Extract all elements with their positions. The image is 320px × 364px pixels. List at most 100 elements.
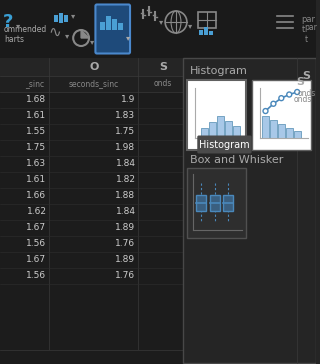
Bar (233, 126, 240, 138)
Text: 1.67: 1.67 (26, 256, 46, 265)
Bar (0, 0, 316, 58)
Bar (0, 188, 188, 204)
Text: seconds_sinc: seconds_sinc (69, 79, 119, 88)
Bar (0, 236, 188, 252)
Text: ▾: ▾ (71, 12, 75, 20)
Text: 1.75: 1.75 (115, 127, 135, 136)
Bar (294, 131, 300, 138)
Text: ?: ? (3, 13, 13, 31)
Text: par: par (305, 24, 317, 32)
Bar (0, 252, 188, 268)
Text: onds: onds (154, 79, 172, 88)
Bar (0, 220, 188, 236)
Bar (0, 140, 188, 156)
Text: 1.95: 1.95 (191, 352, 211, 361)
Text: 1.82: 1.82 (116, 175, 135, 185)
Bar (209, 31, 212, 35)
Text: 1.83: 1.83 (115, 111, 135, 120)
Circle shape (279, 96, 284, 101)
Bar (196, 195, 206, 211)
Bar (270, 120, 277, 138)
Text: t: t (305, 36, 308, 44)
Text: par: par (301, 16, 316, 24)
Text: onds: onds (293, 95, 312, 104)
Bar (0, 58, 188, 76)
Bar (0, 268, 188, 284)
Text: ∿: ∿ (48, 24, 61, 40)
Bar (0, 156, 188, 172)
Bar (100, 22, 105, 30)
Circle shape (263, 108, 268, 114)
Text: S: S (159, 62, 167, 72)
Bar (199, 30, 203, 35)
Text: 1.76: 1.76 (115, 240, 135, 249)
Bar (278, 124, 285, 138)
Text: 1.88: 1.88 (115, 191, 135, 201)
Text: S: S (302, 71, 310, 81)
Text: 1.55: 1.55 (26, 127, 46, 136)
Text: 1.62: 1.62 (27, 207, 46, 217)
Bar (183, 58, 316, 363)
Bar (59, 13, 63, 23)
Text: 1.89: 1.89 (115, 256, 135, 265)
Bar (0, 124, 188, 140)
Text: ▾: ▾ (188, 21, 192, 31)
Bar (217, 116, 224, 138)
Bar (187, 80, 246, 150)
Bar (0, 204, 188, 220)
Text: harts: harts (4, 36, 24, 44)
Bar (210, 195, 220, 211)
Text: 2.32: 2.32 (273, 352, 293, 361)
FancyBboxPatch shape (95, 4, 130, 54)
Bar (225, 121, 232, 138)
Text: ommended: ommended (4, 25, 47, 35)
Bar (204, 27, 208, 35)
Bar (0, 92, 188, 108)
Text: 1.76: 1.76 (115, 272, 135, 281)
Text: ▾: ▾ (65, 32, 69, 40)
Bar (0, 350, 316, 364)
Bar (0, 108, 188, 124)
Text: ▾: ▾ (126, 33, 131, 43)
Text: 1.61: 1.61 (26, 111, 46, 120)
Text: Box and Whisker: Box and Whisker (190, 155, 283, 165)
Bar (112, 19, 117, 30)
Text: 1.68: 1.68 (26, 95, 46, 104)
Text: ▾: ▾ (90, 37, 94, 47)
Text: 1.56: 1.56 (26, 272, 46, 281)
Bar (209, 122, 216, 138)
Bar (223, 195, 233, 211)
Text: 1.75: 1.75 (26, 143, 46, 153)
Circle shape (287, 92, 292, 97)
Bar (0, 76, 188, 92)
Text: 2.14: 2.14 (228, 352, 247, 361)
Bar (64, 15, 68, 22)
Text: 1.67: 1.67 (26, 223, 46, 233)
Text: 1.9: 1.9 (121, 95, 135, 104)
Text: 1.63: 1.63 (26, 159, 46, 169)
Text: 1.61: 1.61 (26, 175, 46, 185)
Text: _sinc: _sinc (25, 79, 44, 88)
Bar (54, 15, 58, 22)
Text: onds: onds (297, 88, 316, 98)
Text: 1.56: 1.56 (26, 240, 46, 249)
Text: S: S (297, 77, 305, 87)
Text: Histogram: Histogram (190, 66, 248, 76)
Text: t: t (301, 25, 305, 35)
Text: 1.66: 1.66 (26, 191, 46, 201)
Text: 1.84: 1.84 (116, 159, 135, 169)
Text: 1.84: 1.84 (116, 207, 135, 217)
Polygon shape (81, 30, 89, 38)
Text: Histogram: Histogram (199, 139, 250, 150)
Bar (262, 116, 269, 138)
FancyBboxPatch shape (197, 135, 252, 154)
Circle shape (295, 90, 300, 95)
Bar (0, 58, 188, 364)
Text: O: O (89, 62, 99, 72)
Bar (198, 12, 216, 28)
Text: 1.89: 1.89 (115, 223, 135, 233)
Bar (286, 128, 293, 138)
Circle shape (271, 101, 276, 106)
Bar (106, 16, 111, 30)
Bar (187, 168, 246, 238)
